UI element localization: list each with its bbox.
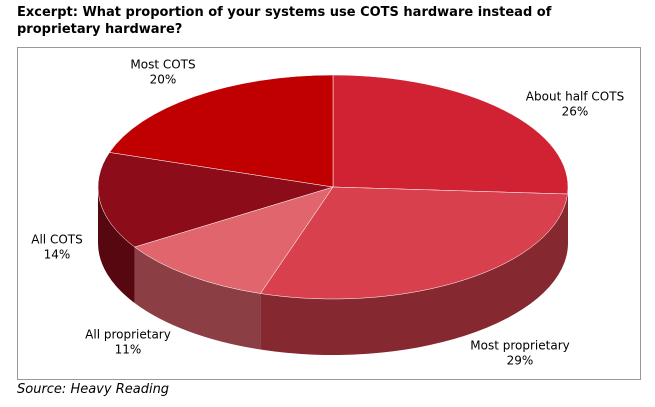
slice	[332, 74, 569, 195]
slice-label: Most COTS	[130, 58, 195, 72]
slice-side	[134, 247, 261, 350]
chart-title: Excerpt: What proportion of your systems…	[17, 5, 552, 37]
slice-value-label: 20%	[150, 73, 177, 87]
plot-frame	[17, 47, 641, 380]
slice-side	[98, 187, 135, 304]
slice-value-label: 26%	[562, 105, 589, 119]
slice-value-label: 14%	[44, 248, 71, 262]
slice	[97, 152, 334, 248]
slice-value-label: 29%	[507, 354, 534, 368]
slice	[109, 74, 334, 188]
slice-side	[260, 194, 568, 356]
slice-label: Most proprietary	[470, 339, 569, 353]
slice	[259, 186, 568, 300]
slice-label: About half COTS	[526, 90, 624, 104]
slice	[134, 186, 334, 294]
source: Source: Heavy Reading	[17, 382, 170, 397]
slice-label: All COTS	[31, 233, 82, 247]
slice-value-label: 11%	[115, 343, 142, 357]
slice-label: All proprietary	[85, 328, 171, 342]
